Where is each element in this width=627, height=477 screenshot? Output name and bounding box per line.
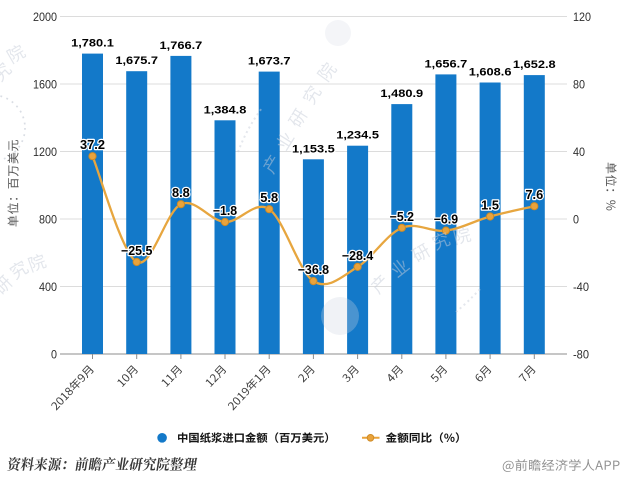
svg-text:80: 80 xyxy=(573,77,585,91)
svg-text:800: 800 xyxy=(39,212,57,226)
svg-text:1.5: 1.5 xyxy=(481,199,499,213)
svg-text:1,780.1: 1,780.1 xyxy=(71,38,114,50)
svg-text:2000: 2000 xyxy=(33,10,57,24)
svg-text:−6.9: −6.9 xyxy=(434,213,458,227)
svg-text:400: 400 xyxy=(39,280,57,294)
svg-text:1,384.8: 1,384.8 xyxy=(204,104,247,116)
svg-text:−25.5: −25.5 xyxy=(121,244,152,258)
svg-text:7.6: 7.6 xyxy=(525,188,543,202)
svg-text:−5.2: −5.2 xyxy=(390,210,414,224)
svg-text:-40: -40 xyxy=(573,280,589,294)
svg-text:1,673.7: 1,673.7 xyxy=(248,56,291,68)
svg-text:−1.8: −1.8 xyxy=(213,204,237,218)
svg-text:37.2: 37.2 xyxy=(80,138,105,152)
svg-text:1,480.9: 1,480.9 xyxy=(380,88,423,100)
svg-text:0: 0 xyxy=(573,212,579,226)
svg-text:1,656.7: 1,656.7 xyxy=(425,58,468,70)
svg-text:1,234.5: 1,234.5 xyxy=(336,130,379,142)
svg-text:5.8: 5.8 xyxy=(260,191,278,205)
svg-text:−36.8: −36.8 xyxy=(298,263,329,277)
svg-text:1600: 1600 xyxy=(33,77,57,91)
svg-text:1,153.5: 1,153.5 xyxy=(292,143,335,155)
svg-text:1,675.7: 1,675.7 xyxy=(115,55,158,67)
svg-text:1,608.6: 1,608.6 xyxy=(469,67,512,79)
svg-text:1,652.8: 1,652.8 xyxy=(513,59,556,71)
svg-text:−28.4: −28.4 xyxy=(342,249,373,263)
svg-text:-80: -80 xyxy=(573,347,589,361)
svg-text:120: 120 xyxy=(573,10,591,24)
svg-text:1200: 1200 xyxy=(33,145,57,159)
svg-text:8.8: 8.8 xyxy=(172,186,190,200)
svg-text:1,766.7: 1,766.7 xyxy=(160,40,203,52)
svg-text:40: 40 xyxy=(573,145,585,159)
svg-text:0: 0 xyxy=(51,347,57,361)
